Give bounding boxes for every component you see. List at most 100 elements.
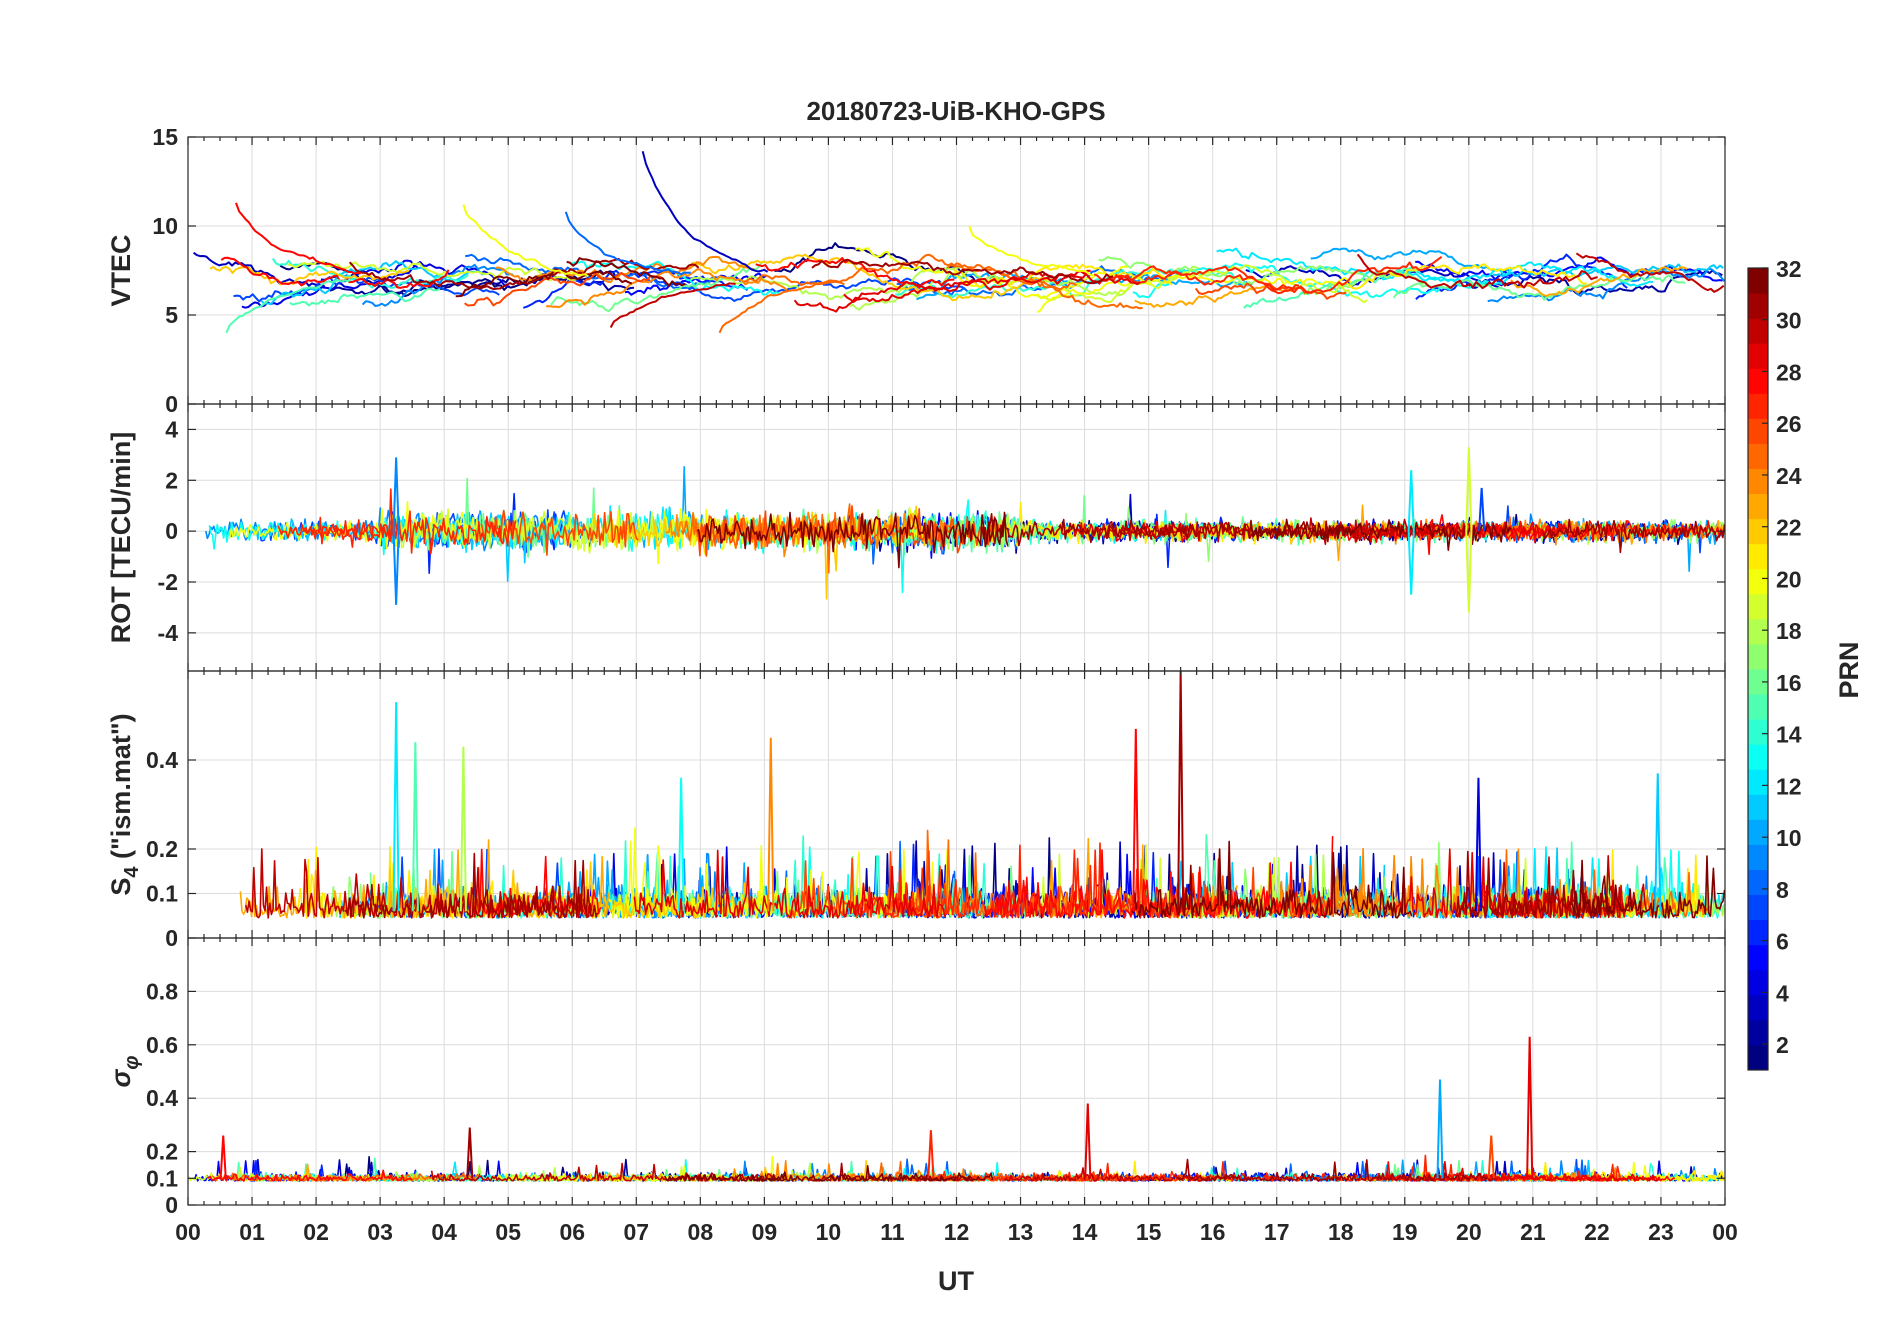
y-tick-label: 0 [165,518,178,544]
s4-panel: 0 0.1 0.2 0.4S4 ("ism.mat") [106,670,1726,951]
series-prn-26 [480,509,639,556]
x-tick-label: 04 [431,1219,457,1245]
colorbar-tick-label: 28 [1776,359,1802,385]
series-prn-27 [852,844,1088,919]
feature-prn-10 [1436,1079,1444,1179]
series-prn-32 [696,511,1009,569]
series-prn-32 [1131,840,1413,919]
y-tick-label: 0 [165,925,178,951]
colorbar-tick-label: 14 [1776,722,1802,748]
feature-prn-9 [392,531,400,605]
y-tick-label: 0.2 [146,1139,178,1165]
y-tick-label: -4 [158,620,179,646]
colorbar-swatch-7 [1748,894,1768,921]
colorbar-swatch-21 [1748,543,1768,570]
series-prn-17 [1098,256,1365,286]
series-prn-28 [220,256,450,289]
colorbar-swatch-19 [1748,593,1768,620]
colorbar-swatch-8 [1748,869,1768,896]
series-prn-6 [1415,253,1628,300]
feature-prn-24 [767,737,775,912]
series-prn-31 [344,852,599,919]
series-prn-32 [566,257,686,287]
x-tick-label: 21 [1520,1219,1546,1245]
colorbar-swatch-20 [1748,568,1768,595]
feature-prn-18 [459,746,467,912]
x-tick-label: 22 [1584,1219,1610,1245]
series-prn-8 [465,253,722,289]
colorbar-swatch-28 [1748,368,1768,394]
series-prn-29 [1501,1173,1660,1182]
series-prn-28 [206,1169,413,1182]
series-prn-32 [751,1165,994,1182]
feature-prn-3 [641,150,769,273]
rot-traces [205,447,1725,613]
x-tick-label: 16 [1200,1219,1226,1245]
series-prn-29 [1382,1160,1513,1182]
vtec-panel: 0 5 10 15 VTEC [106,124,1726,417]
x-tick-label: 17 [1264,1219,1290,1245]
series-prn-1 [279,261,618,298]
x-tick-label: 03 [367,1219,393,1245]
series-prn-27 [1098,255,1443,295]
colorbar-tick-label: 22 [1776,515,1802,541]
colorbar-tick-label: 30 [1776,308,1802,334]
series-prn-32 [1250,518,1512,552]
series-prn-26 [1194,282,1347,300]
series-prn-5 [1415,256,1723,282]
colorbar-swatch-26 [1748,418,1768,444]
y-tick-label: 0.4 [146,1085,178,1111]
colorbar-swatch-6 [1748,919,1768,946]
colorbar-swatch-12 [1748,769,1768,795]
sigma-phi-panel: 00.10.2 0.4 0.6 0.8 σφ [106,937,1726,1218]
series-prn-30 [1003,1167,1235,1182]
colorbar-swatch-18 [1748,618,1768,645]
series-prn-29 [633,849,946,919]
series-prn-22 [209,265,410,286]
feature-prn-20 [968,225,1095,277]
x-tick-label: 11 [880,1219,905,1245]
colorbar-swatch-29 [1748,343,1768,369]
colorbar-swatch-13 [1748,744,1768,770]
x-tick-label: 10 [816,1219,842,1245]
colorbar-tick-label: 12 [1776,773,1802,799]
x-tick-label: 14 [1072,1219,1098,1245]
series-prn-15 [289,287,441,307]
y-tick-label: 0.2 [146,836,178,862]
colorbar-tick-label: 2 [1776,1032,1789,1058]
y-tick-label: 0.4 [146,747,178,773]
series-prn-30 [1575,252,1725,293]
feature-prn-12 [392,702,400,912]
y-tick-label: 2 [165,467,178,493]
feature-prn-27 [927,1130,935,1179]
y-tick-label: 0 [165,391,178,417]
series-prn-7 [637,271,966,302]
series-prn-22 [686,253,1056,302]
colorbar-swatch-10 [1748,819,1768,845]
series-prn-3 [193,251,326,288]
colorbar-swatch-2 [1748,1019,1768,1046]
x-axis-label: UT [938,1266,974,1296]
sigma-traces [188,1036,1725,1182]
series-prn-28 [1376,1161,1676,1182]
colorbar-swatch-27 [1748,393,1768,419]
colorbar-swatch-15 [1748,694,1768,720]
colorbar-swatch-31 [1748,293,1768,319]
feature-prn-9 [392,457,400,532]
rot-panel: -4 -2 0 2 4 ROT [TECU/min] [106,403,1726,672]
feature-prn-13 [677,777,685,912]
colorbar-tick-label: 32 [1776,256,1802,282]
colorbar-tick-label: 10 [1776,825,1802,851]
feature-prn-20 [462,204,589,278]
y-tick-label: 0.6 [146,1032,178,1058]
sigma-ylabel: σφ [106,1056,143,1088]
feature-prn-7 [1478,487,1486,532]
feature-prn-8 [564,211,691,276]
colorbar-label: PRN [1834,641,1864,698]
feature-prn-4 [1474,777,1483,912]
feature-prn-29 [1526,1036,1534,1179]
series-prn-27 [277,517,399,543]
feature-prn-28 [235,202,362,275]
vtec-ylabel: VTEC [106,234,136,306]
chart-title: 20180723-UiB-KHO-GPS [806,96,1105,126]
